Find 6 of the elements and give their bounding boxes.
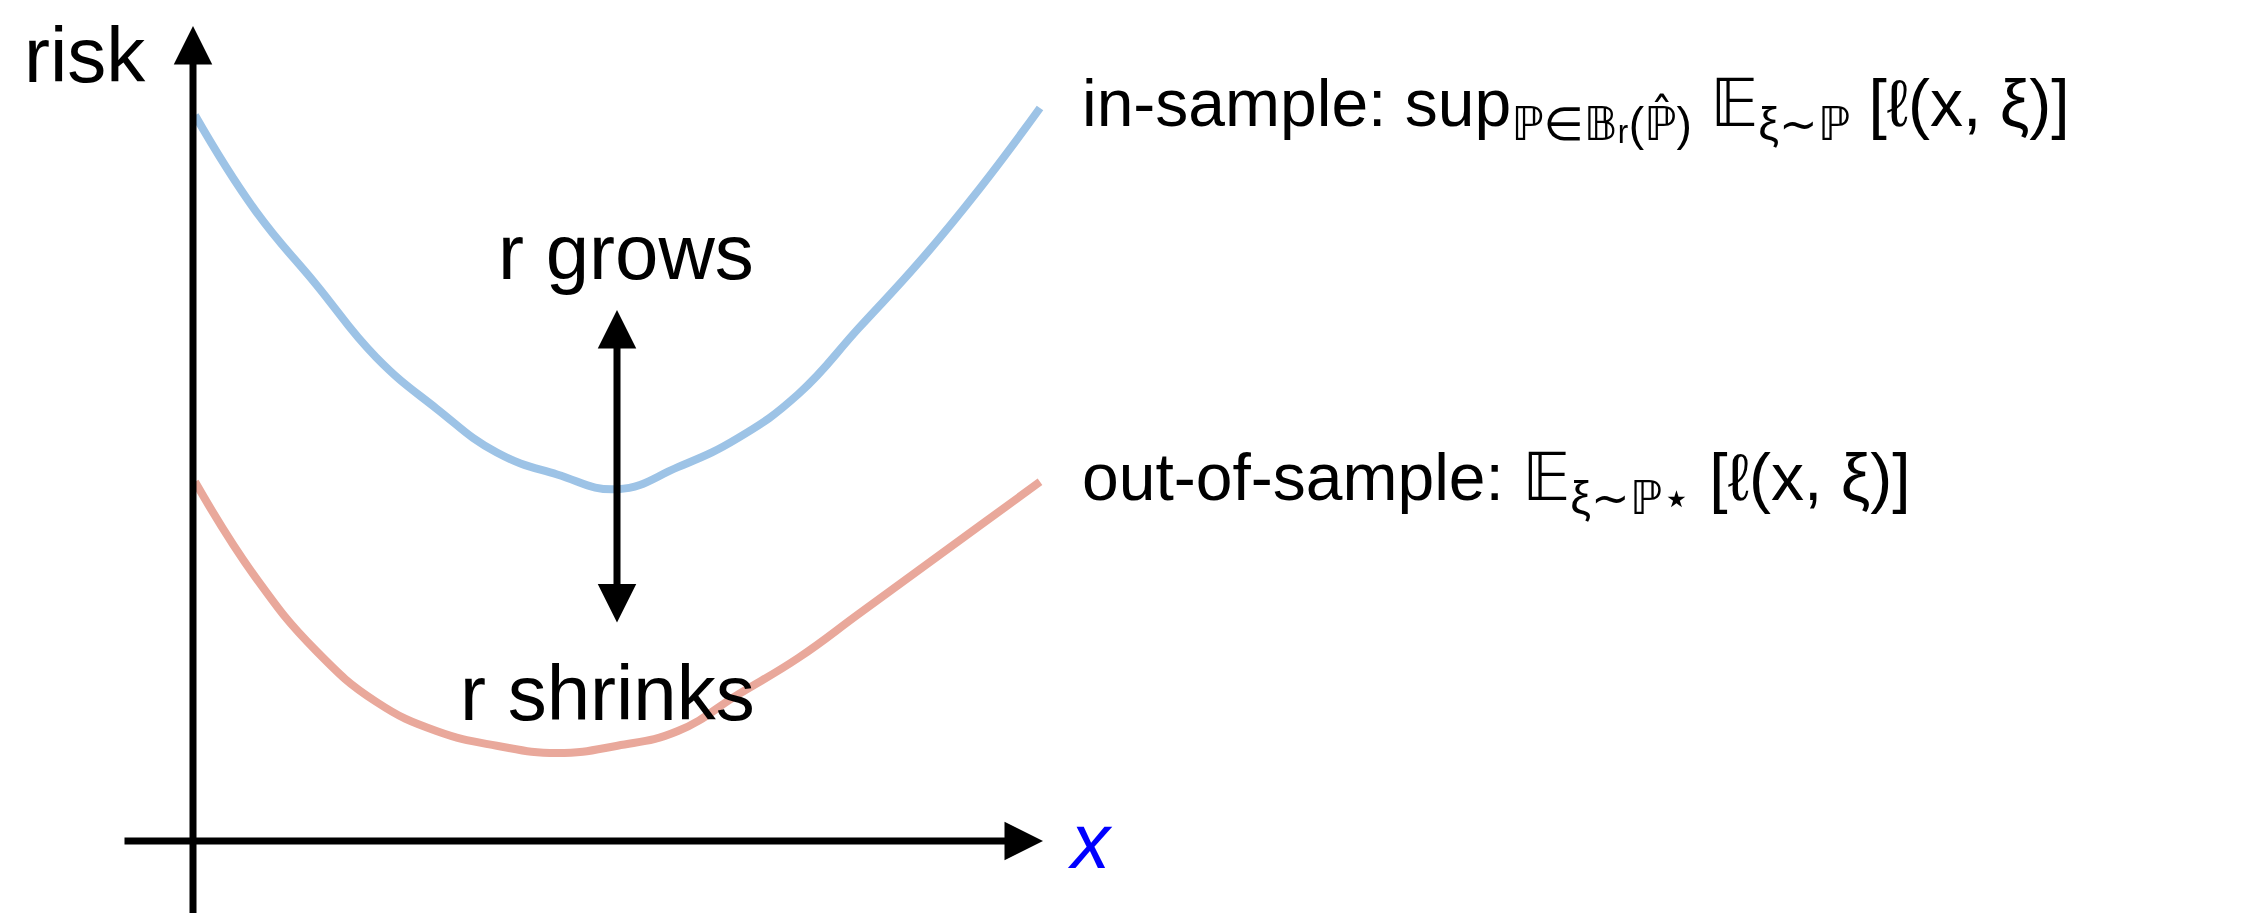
series-label: in-sample: sup$_{ℙ∈𝔹ᵣ(ℙ̂)}$ 𝔼$_{ξ∼ℙ}$ [ℓ(x, ξ)] bbox=[1082, 66, 2070, 150]
annotation: r shrinks bbox=[460, 649, 755, 737]
series-label: out-of-sample: 𝔼$_{ξ∼ℙ⋆}$ [ℓ(x, ξ)] bbox=[1082, 440, 1911, 524]
x-axis-title: x bbox=[1067, 797, 1113, 885]
annotation: r grows bbox=[498, 208, 754, 296]
y-axis-title: risk bbox=[24, 11, 147, 99]
